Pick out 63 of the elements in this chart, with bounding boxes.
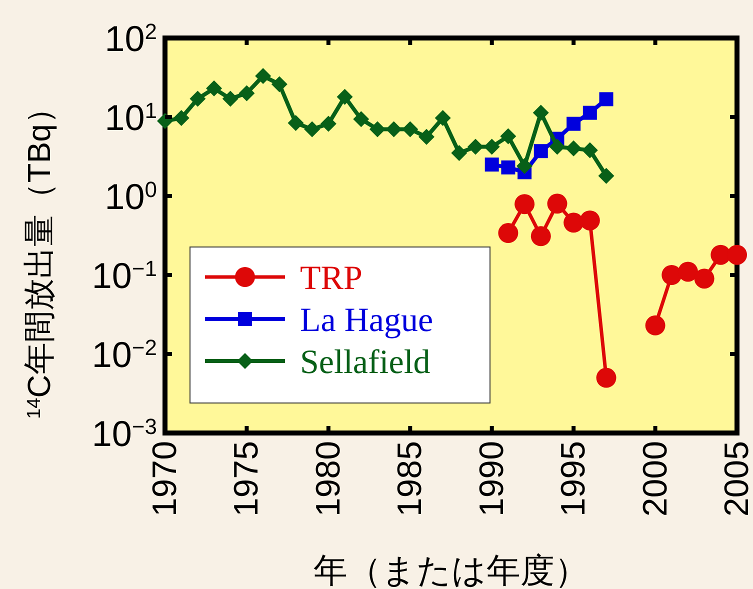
point — [255, 68, 272, 84]
point — [190, 90, 206, 107]
y-tick-label: 10$^{0}$ — [104, 176, 157, 217]
x-tick-label: 1995 — [554, 441, 593, 517]
x-tick-label: 1975 — [228, 441, 266, 517]
legend-label: La Hague — [300, 302, 434, 339]
point — [582, 142, 598, 158]
y-tick-label: 10$^{1}$ — [104, 97, 157, 138]
point — [271, 76, 288, 92]
point — [468, 138, 484, 155]
point — [288, 114, 304, 131]
point — [598, 168, 614, 184]
legend-label: Sellafield — [300, 344, 430, 381]
point — [173, 110, 190, 126]
point — [336, 88, 353, 105]
point — [596, 368, 616, 388]
point — [222, 90, 238, 107]
point — [514, 194, 535, 214]
x-tick-label: 2000 — [636, 441, 674, 517]
point — [566, 140, 582, 156]
point — [369, 121, 386, 138]
point — [434, 110, 451, 126]
point — [484, 158, 499, 172]
point — [727, 244, 747, 265]
point — [386, 121, 402, 138]
point — [694, 268, 714, 289]
point — [484, 138, 500, 155]
x-tick-label: 1985 — [391, 441, 430, 517]
point — [418, 128, 434, 145]
legend-label: TRP — [300, 260, 362, 297]
x-tick-label: 1980 — [309, 441, 348, 517]
point — [549, 138, 566, 155]
point — [206, 80, 222, 96]
point — [320, 116, 336, 132]
point — [353, 111, 370, 128]
point — [534, 144, 548, 158]
point — [500, 128, 516, 144]
point — [582, 106, 597, 120]
point — [530, 226, 551, 246]
point — [516, 158, 533, 174]
point — [498, 223, 518, 244]
point — [564, 212, 584, 233]
point — [238, 85, 255, 102]
point — [710, 244, 731, 265]
point — [402, 121, 418, 138]
point — [599, 92, 614, 106]
y-tick-label: 10$^{−2}$ — [92, 334, 157, 375]
x-tick-label: 2005 — [718, 441, 753, 517]
point — [645, 315, 666, 336]
point — [566, 116, 581, 131]
x-tick-label: 1990 — [472, 441, 511, 517]
point — [304, 121, 320, 138]
point — [501, 160, 516, 174]
y-tick-label: 10$^{−1}$ — [92, 255, 157, 296]
point — [532, 104, 549, 121]
point — [157, 113, 173, 129]
point — [580, 210, 600, 230]
point — [678, 262, 698, 282]
point — [662, 265, 682, 285]
point — [451, 145, 468, 162]
y-tick-label: 10$^{2}$ — [104, 18, 157, 59]
point — [547, 194, 568, 214]
x-axis-title: 年（または年度） — [314, 552, 588, 589]
